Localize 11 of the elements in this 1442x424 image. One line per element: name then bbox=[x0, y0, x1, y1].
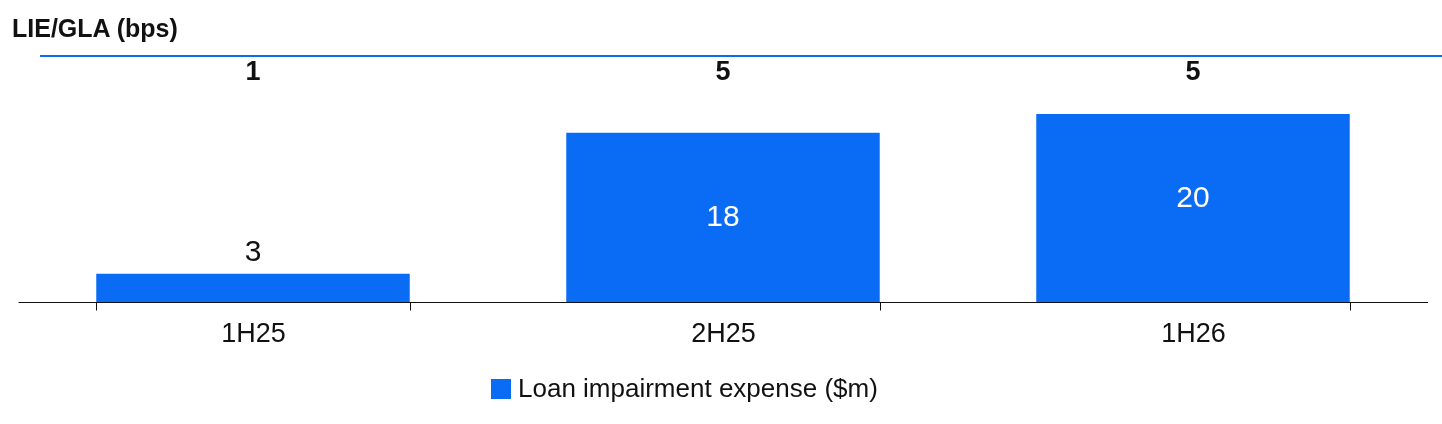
x-tick-label: 1H25 bbox=[221, 317, 286, 348]
data-label: 3 bbox=[244, 233, 262, 267]
legend-label: Loan impairment expense ($m) bbox=[518, 373, 878, 403]
data-label: 18 bbox=[706, 198, 740, 232]
text: 5 bbox=[1185, 56, 1201, 86]
x-tick-label: 1H26 bbox=[1161, 317, 1226, 348]
data-label: 20 bbox=[1176, 180, 1210, 213]
text: 5 bbox=[715, 56, 731, 86]
x-tick-label: 2H25 bbox=[691, 317, 756, 348]
chart-title: LIE/GLA (bps) bbox=[12, 14, 178, 43]
text: 1 bbox=[245, 56, 261, 86]
